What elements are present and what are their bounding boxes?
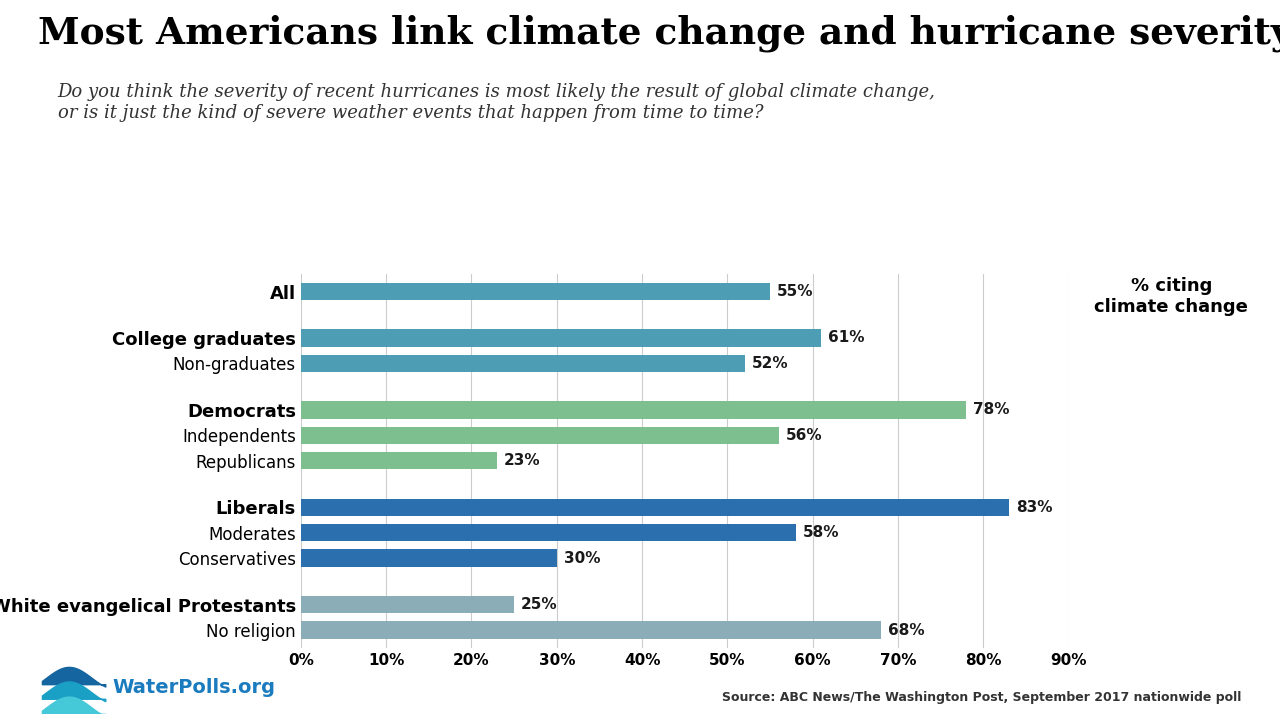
Bar	[301, 549, 557, 567]
Text: 68%: 68%	[888, 623, 924, 637]
Bar	[301, 524, 796, 541]
Text: 30%: 30%	[563, 551, 600, 566]
Bar	[301, 329, 822, 347]
Text: Most Americans link climate change and hurricane severity: Most Americans link climate change and h…	[38, 14, 1280, 52]
Text: 56%: 56%	[786, 428, 822, 443]
Text: 83%: 83%	[1016, 500, 1052, 515]
Bar	[301, 498, 1009, 516]
Text: 25%: 25%	[521, 597, 558, 612]
Bar	[301, 401, 966, 418]
Text: Do you think the severity of recent hurricanes is most likely the result of glob: Do you think the severity of recent hurr…	[58, 83, 936, 122]
Text: 23%: 23%	[504, 454, 540, 468]
Bar	[301, 427, 778, 444]
Text: Source: ABC News/The Washington Post, September 2017 nationwide poll: Source: ABC News/The Washington Post, Se…	[722, 691, 1242, 704]
Bar	[301, 283, 771, 300]
Bar	[301, 452, 497, 469]
Text: 52%: 52%	[751, 356, 788, 371]
Text: 55%: 55%	[777, 284, 814, 299]
Text: 78%: 78%	[973, 402, 1010, 418]
Text: 58%: 58%	[803, 525, 840, 540]
Text: WaterPolls.org: WaterPolls.org	[113, 678, 275, 697]
Bar	[301, 596, 515, 613]
Bar	[301, 355, 745, 372]
Text: 61%: 61%	[828, 330, 865, 346]
Text: % citing
climate change: % citing climate change	[1094, 277, 1248, 316]
Bar	[301, 621, 881, 639]
